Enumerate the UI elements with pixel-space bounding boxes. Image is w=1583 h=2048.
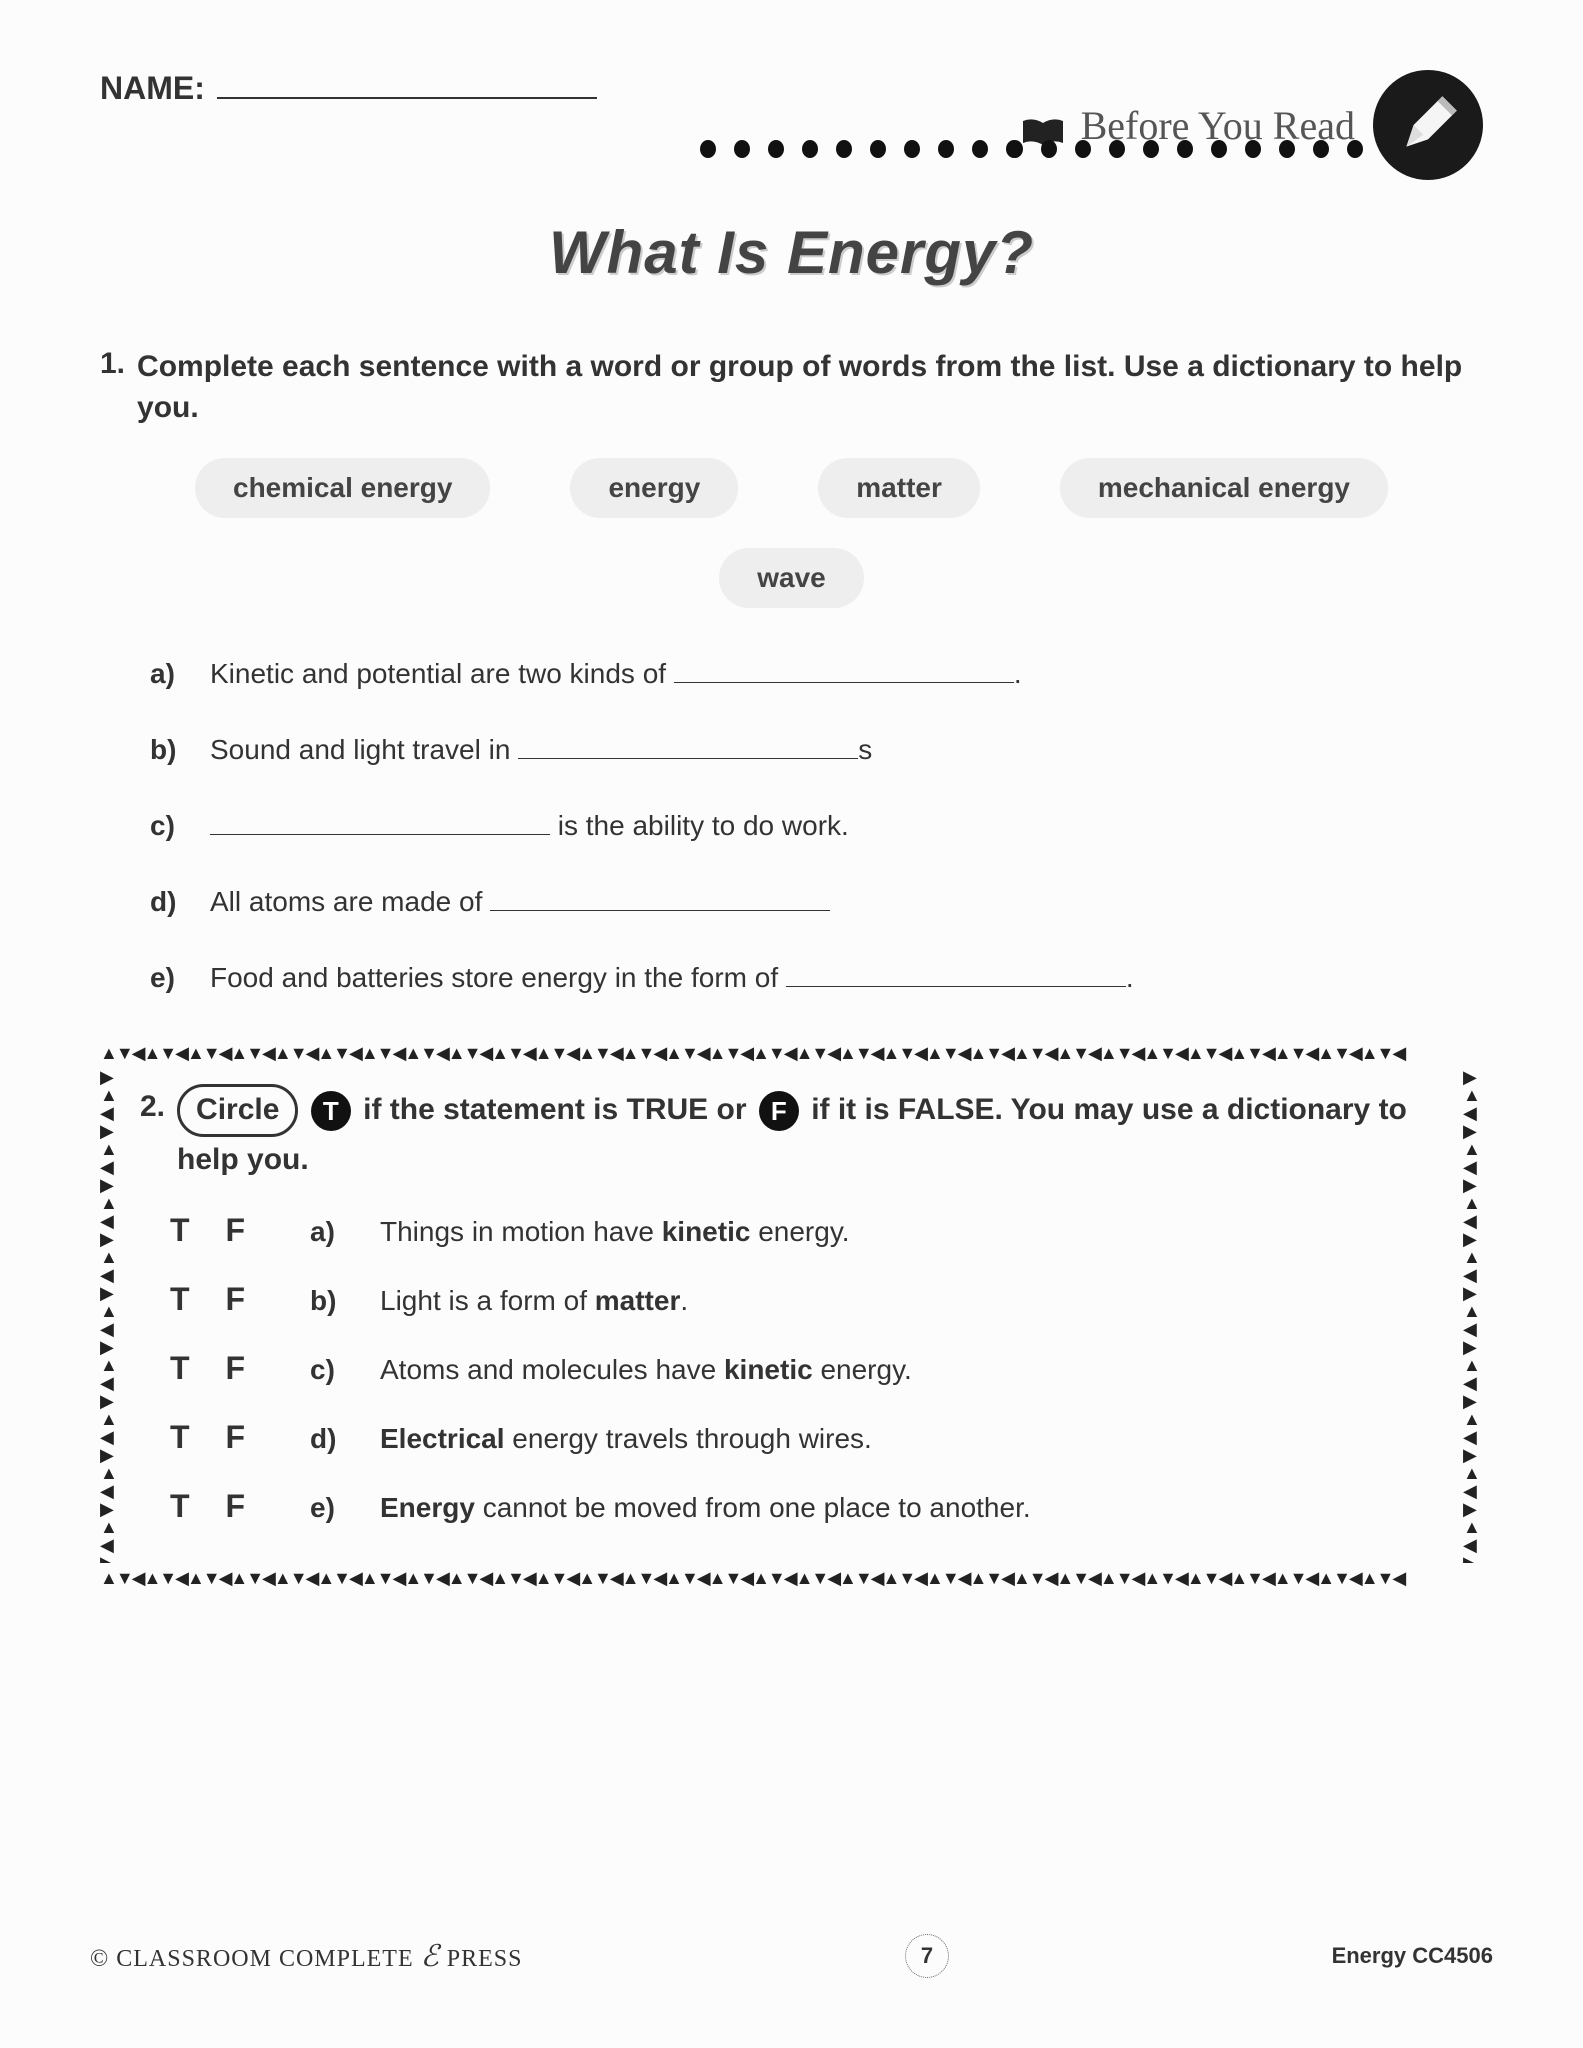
- name-blank-line[interactable]: [217, 71, 597, 99]
- false-choice[interactable]: F: [226, 1419, 246, 1456]
- tf-item: TFe)Energy cannot be moved from one plac…: [170, 1488, 1443, 1525]
- true-badge: T: [311, 1091, 351, 1131]
- word-bank-item: mechanical energy: [1060, 458, 1388, 518]
- true-choice[interactable]: T: [170, 1281, 190, 1318]
- publisher-logo-icon: ℰ: [421, 1940, 440, 1973]
- false-choice[interactable]: F: [226, 1350, 246, 1387]
- false-badge: F: [759, 1091, 799, 1131]
- item-label: d): [310, 1423, 350, 1455]
- page-header: NAME: Before You Read: [100, 70, 1483, 180]
- statement-text: Energy cannot be moved from one place to…: [380, 1492, 1443, 1524]
- statement-text: Light is a form of matter.: [380, 1285, 1443, 1317]
- fill-item: a) Kinetic and potential are two kinds of…: [150, 658, 1483, 690]
- tf-item: TFb)Light is a form of matter.: [170, 1281, 1443, 1318]
- tf-item: TFa)Things in motion have kinetic energy…: [170, 1212, 1443, 1249]
- page-footer: © CLASSROOM COMPLETE ℰ PRESS 7 Energy CC…: [90, 1934, 1493, 1978]
- item-label: c): [310, 1354, 350, 1386]
- worksheet-page: NAME: Before You Read What Is Energy?: [0, 0, 1583, 2048]
- item-label: b): [150, 734, 190, 766]
- word-bank-item: wave: [719, 548, 864, 608]
- item-text: Sound and light travel in s: [210, 734, 1483, 766]
- fill-item: c) is the ability to do work.: [150, 810, 1483, 842]
- border-top: ▲▼◀▲▼◀▲▼◀▲▼◀▲▼◀▲▼◀▲▼◀▲▼◀▲▼◀▲▼◀▲▼◀▲▼◀▲▼◀▲…: [100, 1044, 1483, 1062]
- tf-choices[interactable]: TF: [170, 1488, 280, 1525]
- q2-instruction: 2. Circle T if the statement is TRUE or …: [140, 1084, 1443, 1182]
- series-code: Energy CC4506: [1332, 1943, 1493, 1969]
- answer-blank[interactable]: [518, 741, 858, 759]
- item-text: Food and batteries store energy in the f…: [210, 962, 1483, 994]
- statement-text: Things in motion have kinetic energy.: [380, 1216, 1443, 1248]
- word-bank-item: energy: [570, 458, 738, 518]
- circle-word: Circle: [177, 1084, 298, 1137]
- answer-blank[interactable]: [490, 893, 830, 911]
- false-choice[interactable]: F: [226, 1488, 246, 1525]
- name-label: NAME:: [100, 70, 205, 107]
- answer-blank[interactable]: [210, 817, 550, 835]
- true-false-list: TFa)Things in motion have kinetic energy…: [170, 1212, 1443, 1525]
- q2-number: 2.: [140, 1084, 165, 1182]
- fill-item: b) Sound and light travel in s: [150, 734, 1483, 766]
- book-icon: [1021, 110, 1065, 140]
- item-label: c): [150, 810, 190, 842]
- answer-blank[interactable]: [786, 969, 1126, 987]
- name-field: NAME:: [100, 70, 597, 107]
- tf-choices[interactable]: TF: [170, 1419, 280, 1456]
- q1-instruction: 1. Complete each sentence with a word or…: [100, 347, 1483, 428]
- true-choice[interactable]: T: [170, 1488, 190, 1525]
- pencil-icon: [1373, 70, 1483, 180]
- tf-choices[interactable]: TF: [170, 1281, 280, 1318]
- q1-instruction-text: Complete each sentence with a word or gr…: [137, 347, 1483, 428]
- item-label: a): [310, 1216, 350, 1248]
- item-text: is the ability to do work.: [210, 810, 1483, 842]
- page-title: What Is Energy?: [100, 218, 1483, 287]
- border-left: ▶ ▲ ◀ ▶ ▲ ◀ ▶ ▲ ◀ ▶ ▲ ◀ ▶ ▲ ◀ ▶ ▲ ◀ ▶ ▲ …: [100, 1068, 120, 1563]
- tf-item: TFc)Atoms and molecules have kinetic ene…: [170, 1350, 1443, 1387]
- answer-blank[interactable]: [674, 665, 1014, 683]
- border-right: ▶ ▲ ◀ ▶ ▲ ◀ ▶ ▲ ◀ ▶ ▲ ◀ ▶ ▲ ◀ ▶ ▲ ◀ ▶ ▲ …: [1463, 1068, 1483, 1563]
- statement-text: Atoms and molecules have kinetic energy.: [380, 1354, 1443, 1386]
- publisher: © CLASSROOM COMPLETE ℰ PRESS: [90, 1939, 523, 1974]
- page-number: 7: [905, 1934, 949, 1978]
- item-label: b): [310, 1285, 350, 1317]
- true-choice[interactable]: T: [170, 1350, 190, 1387]
- false-choice[interactable]: F: [226, 1212, 246, 1249]
- statement-text: Electrical energy travels through wires.: [380, 1423, 1443, 1455]
- item-text: All atoms are made of: [210, 886, 1483, 918]
- tf-choices[interactable]: TF: [170, 1350, 280, 1387]
- item-label: e): [310, 1492, 350, 1524]
- section-banner: Before You Read: [1021, 70, 1483, 180]
- fill-item: d) All atoms are made of: [150, 886, 1483, 918]
- fill-blank-list: a) Kinetic and potential are two kinds of…: [150, 658, 1483, 994]
- tf-choices[interactable]: TF: [170, 1212, 280, 1249]
- word-bank-item: matter: [818, 458, 980, 518]
- fill-item: e) Food and batteries store energy in the…: [150, 962, 1483, 994]
- question-2-box: ▲▼◀▲▼◀▲▼◀▲▼◀▲▼◀▲▼◀▲▼◀▲▼◀▲▼◀▲▼◀▲▼◀▲▼◀▲▼◀▲…: [100, 1044, 1483, 1587]
- question-1: 1. Complete each sentence with a word or…: [100, 347, 1483, 994]
- q1-number: 1.: [100, 347, 125, 428]
- word-bank-item: chemical energy: [195, 458, 490, 518]
- q2-instruction-text: Circle T if the statement is TRUE or F i…: [177, 1084, 1443, 1182]
- item-label: d): [150, 886, 190, 918]
- instr-part1: if the statement is TRUE or: [363, 1093, 755, 1126]
- border-bottom: ▲▼◀▲▼◀▲▼◀▲▼◀▲▼◀▲▼◀▲▼◀▲▼◀▲▼◀▲▼◀▲▼◀▲▼◀▲▼◀▲…: [100, 1569, 1483, 1587]
- true-choice[interactable]: T: [170, 1212, 190, 1249]
- word-bank: chemical energy energy matter mechanical en…: [180, 458, 1403, 608]
- item-label: a): [150, 658, 190, 690]
- tf-item: TFd)Electrical energy travels through wi…: [170, 1419, 1443, 1456]
- false-choice[interactable]: F: [226, 1281, 246, 1318]
- publisher-post: PRESS: [447, 1946, 523, 1972]
- item-text: Kinetic and potential are two kinds of .: [210, 658, 1483, 690]
- true-choice[interactable]: T: [170, 1419, 190, 1456]
- item-label: e): [150, 962, 190, 994]
- publisher-pre: © CLASSROOM COMPLETE: [90, 1946, 414, 1972]
